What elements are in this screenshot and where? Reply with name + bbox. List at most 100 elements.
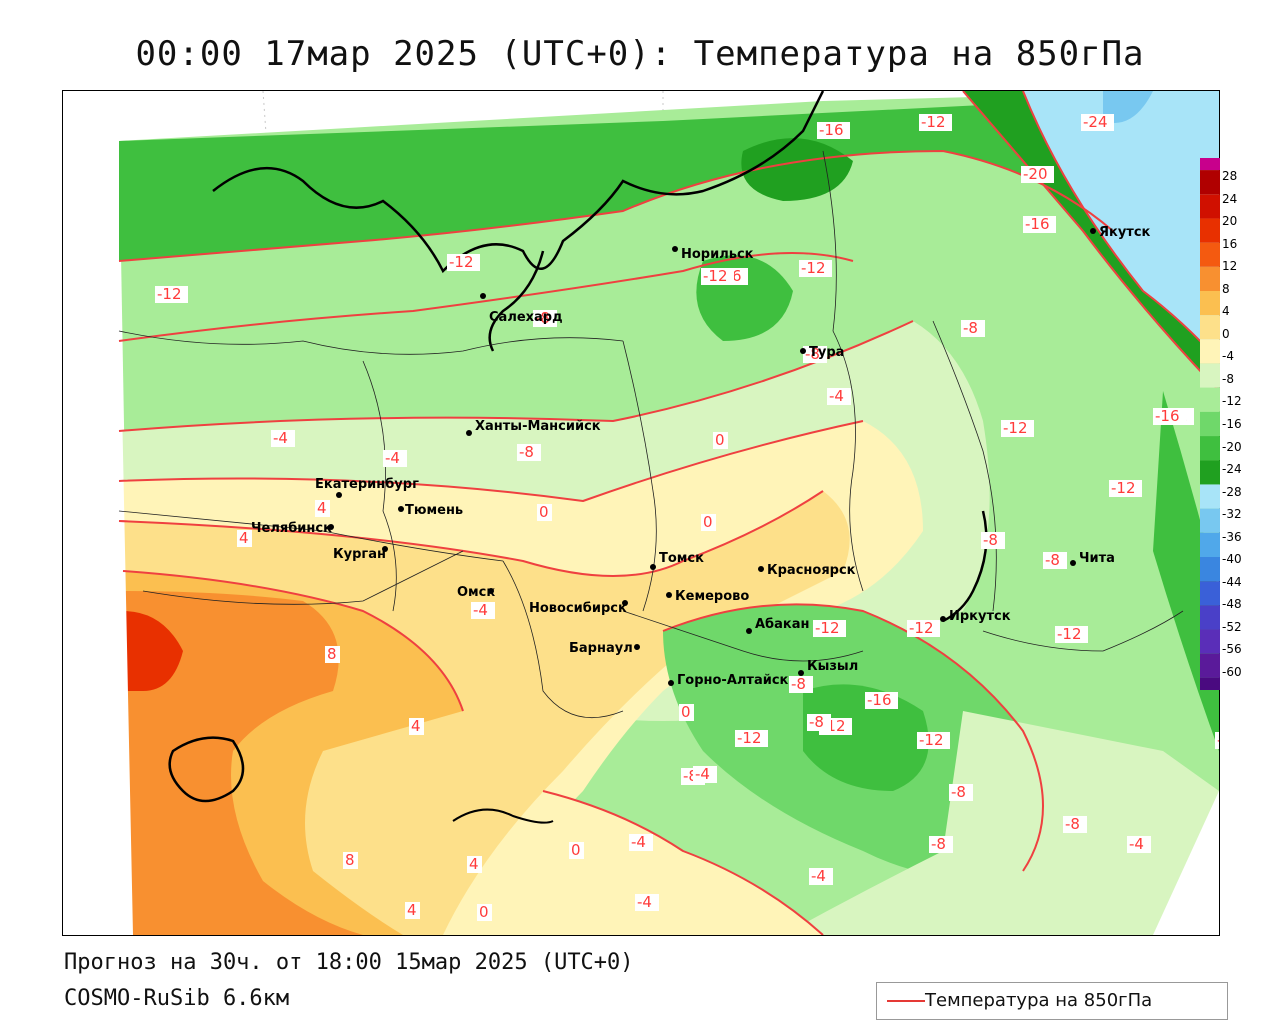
- colorbar-tick-label: 8: [1222, 281, 1230, 296]
- isotherm-label: -4: [273, 429, 288, 447]
- colorbar-swatch: [1200, 677, 1220, 690]
- isotherm-label: -4: [473, 601, 488, 619]
- isotherm-label: -8: [1217, 731, 1219, 749]
- isotherm-label-bg: [949, 784, 973, 801]
- city-dot: [336, 492, 342, 498]
- isotherm-label: 0: [479, 903, 489, 921]
- colorbar-swatch: [1200, 266, 1220, 291]
- isotherm-label: -12: [909, 619, 934, 637]
- colorbar-tick-label: 28: [1222, 169, 1238, 183]
- city-dot: [798, 670, 804, 676]
- isotherm-label: 0: [703, 513, 713, 531]
- isotherm-label: -12: [737, 729, 762, 747]
- city-label: Салехард: [489, 310, 563, 325]
- colorbar-tick-label: 0: [1222, 326, 1230, 341]
- city-dot: [666, 592, 672, 598]
- isotherm-label: -20: [1023, 165, 1048, 183]
- isotherm-label-bg: [1023, 216, 1056, 233]
- city-label: Абакан: [755, 617, 810, 632]
- colorbar-tick-label: -36: [1222, 529, 1242, 544]
- colorbar-swatch: [1200, 581, 1220, 606]
- isotherm-label-bg: [907, 620, 940, 637]
- map-legend: Температура на 850гПа: [876, 982, 1228, 1020]
- map-title: 00:00 17мар 2025 (UTC+0): Температура на…: [135, 34, 1145, 74]
- isotherm-label-bg: [807, 714, 831, 731]
- map-canvas: -16 -12 -24 -20 -16 -12 -12 -16 -12 -12 -8 -8 -8 -4 -1…: [63, 91, 1219, 935]
- isotherm-label: -8: [983, 531, 998, 549]
- city-label: Тура: [809, 345, 844, 360]
- isotherm-label-bg: [789, 676, 813, 693]
- isotherm-label-bg: [679, 704, 694, 721]
- isotherm-label-bg: [447, 254, 480, 271]
- isotherm-label-bg: [799, 260, 832, 277]
- isotherm-label: -12: [919, 731, 944, 749]
- isotherm-label-bg: [803, 346, 827, 363]
- temperature-map[interactable]: -16 -12 -24 -20 -16 -12 -12 -16 -12 -12 -8 -8 -8 -4 -1…: [62, 90, 1220, 936]
- isotherm-label-bg: [1215, 732, 1219, 749]
- colorbar-swatch: [1200, 605, 1220, 630]
- isotherm-label: -8: [535, 309, 550, 327]
- colorbar-tick-label: -12: [1222, 394, 1242, 409]
- isotherm-label-bg: [701, 268, 734, 285]
- isotherm-label-bg: [325, 646, 340, 663]
- city-dot: [328, 524, 334, 530]
- isotherm-label: -8: [791, 675, 806, 693]
- isotherm-label-bg: [271, 430, 295, 447]
- colorbar-swatch: [1200, 508, 1220, 533]
- city-dot: [1070, 560, 1076, 566]
- isotherm-label: -16: [819, 121, 844, 139]
- city-label: Барнаул: [569, 641, 633, 656]
- colorbar-tick-label: -16: [1222, 417, 1242, 431]
- colorbar-tick-label: -56: [1222, 642, 1242, 657]
- isotherm-label: -12: [703, 267, 728, 285]
- isotherm-label-bg: [1021, 166, 1054, 183]
- colorbar-swatch: [1200, 158, 1220, 171]
- city-label: Ханты-Мансийск: [475, 419, 601, 434]
- colorbar-tick-label: -24: [1222, 462, 1242, 477]
- city-dot: [800, 348, 806, 354]
- isotherm-label-bg: [569, 842, 584, 859]
- isotherm-label: 4: [317, 499, 327, 517]
- isotherm-label: -12: [157, 285, 182, 303]
- isotherm-label: 4: [469, 855, 479, 873]
- isotherm-label-bg: [629, 834, 653, 851]
- isotherm-label-bg: [981, 532, 1005, 549]
- isotherm-label: 4: [239, 529, 249, 547]
- isotherm-value-labels: -16 -12 -24 -20 -16 -12 -12 -16 -12 -12 -8 -8 -8 -4 -1…: [155, 113, 1219, 921]
- city-dot: [634, 644, 640, 650]
- city-label: Горно-Алтайск: [677, 673, 789, 688]
- isotherm-label-bg: [315, 500, 330, 517]
- colorbar-tick-label: -52: [1222, 619, 1242, 634]
- colorbar-tick-label: -8: [1222, 371, 1234, 386]
- isotherm-label-bg: [865, 692, 898, 709]
- isotherm-label-bg: [827, 388, 851, 405]
- isotherm-label-bg: [1109, 480, 1142, 497]
- isotherm-label: -12: [801, 259, 826, 277]
- colorbar-tick-label: -4: [1222, 349, 1234, 364]
- isotherm-label: -16: [867, 691, 892, 709]
- isotherm-label: -8: [951, 783, 966, 801]
- colorbar-swatch: [1200, 629, 1220, 654]
- colorbar-tick-label: -32: [1222, 507, 1242, 522]
- admin-borders: [118, 150, 1184, 718]
- city-dot: [488, 588, 494, 594]
- isotherm-label-bg: [405, 902, 420, 919]
- isotherm-label-bg: [477, 904, 492, 921]
- isotherm-label: -16: [1025, 215, 1050, 233]
- colorbar-tick-label: -40: [1222, 552, 1242, 567]
- city-label: Омск: [457, 585, 495, 600]
- isotherm-label-bg: [1001, 420, 1034, 437]
- isotherm-label-bg: [713, 432, 728, 449]
- colorbar-tick-label: -20: [1222, 439, 1242, 454]
- colorbar-swatch: [1200, 484, 1220, 509]
- isotherm-label: 0: [571, 841, 581, 859]
- isotherm-label: -8: [963, 319, 978, 337]
- city-label: Томск: [659, 551, 704, 566]
- isotherm-label: -4: [695, 765, 710, 783]
- city-label: Кемерово: [675, 589, 749, 604]
- isotherm-label: -4: [631, 833, 646, 851]
- isotherm-label-bg: [537, 504, 552, 521]
- legend-line-swatch: [887, 1000, 925, 1002]
- isotherm-label: -12: [1057, 625, 1082, 643]
- isotherm-label-bg: [471, 602, 495, 619]
